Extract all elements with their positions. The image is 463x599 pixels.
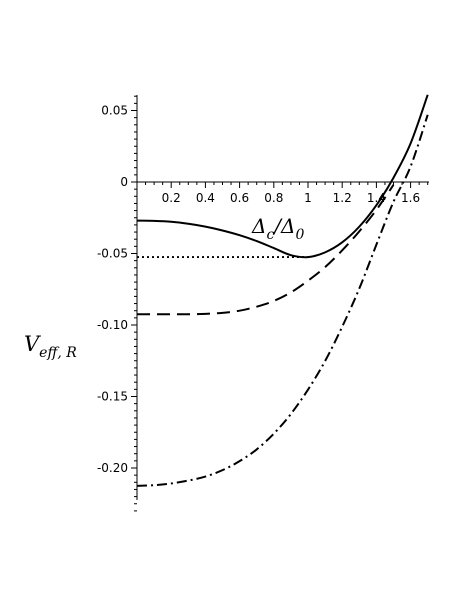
- x-tick-label: 0.8: [264, 191, 283, 205]
- y-tick-label: 0.05: [101, 104, 128, 118]
- x-ticks: 0.2 0.4 0.6 0.8 1 1.2 1.4 1.6: [145, 182, 429, 205]
- x-tick-label: 1: [304, 191, 312, 205]
- x-tick-label: 1.2: [333, 191, 352, 205]
- series-dashdot-curve: [136, 114, 429, 487]
- series-dashed-curve: [137, 184, 395, 316]
- series-layer: [136, 94, 429, 487]
- x-tick-label: 1.6: [401, 191, 420, 205]
- y-tick-label: -0.10: [97, 318, 128, 332]
- x-tick-label: 0.2: [162, 191, 181, 205]
- x-tick-label: 1.4: [367, 191, 386, 205]
- axes: [136, 95, 429, 500]
- y-tick-label: -0.05: [97, 247, 128, 261]
- y-tick-label: -0.20: [97, 461, 128, 475]
- x-axis-label: Δc/Δ0: [251, 214, 305, 243]
- y-tick-label: -0.15: [97, 390, 128, 404]
- x-tick-label: 0.4: [196, 191, 215, 205]
- series-solid-curve: [136, 94, 429, 259]
- y-ticks: 0.05 0 -0.05 -0.10 -0.15 -0.20: [97, 95, 137, 512]
- x-tick-label: 0.6: [230, 191, 249, 205]
- y-tick-label: 0: [120, 175, 128, 189]
- y-axis-label: Veff, R: [24, 332, 77, 361]
